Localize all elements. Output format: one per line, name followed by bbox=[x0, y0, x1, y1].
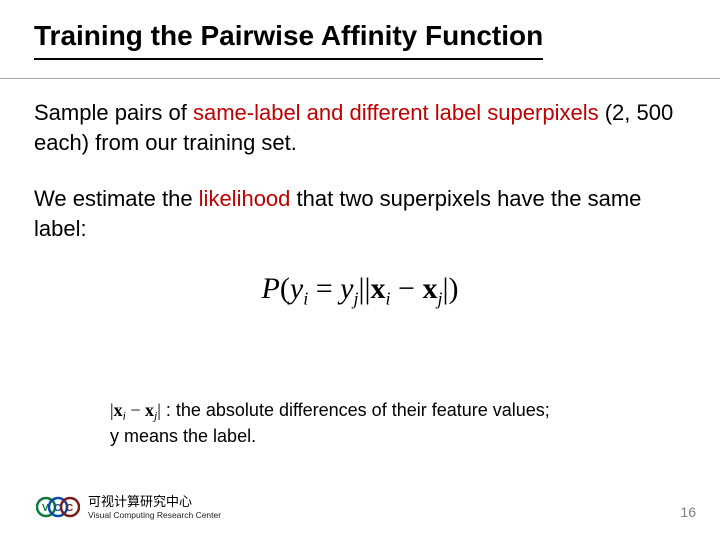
svg-text:C: C bbox=[66, 503, 73, 514]
note-math: |xi − xj| bbox=[110, 400, 161, 420]
slide-title: Training the Pairwise Affinity Function bbox=[34, 20, 543, 60]
para1-highlight: same-label and different label superpixe… bbox=[193, 100, 599, 125]
logo-en: Visual Computing Research Center bbox=[88, 510, 221, 521]
paragraph-2: We estimate the likelihood that two supe… bbox=[34, 184, 674, 243]
formula: P(yi = yj||xi − xj|) bbox=[0, 272, 720, 309]
divider bbox=[0, 78, 720, 79]
note-x1: x bbox=[114, 400, 123, 420]
formula-minus: − bbox=[391, 272, 423, 305]
formula-y1: y bbox=[290, 272, 303, 305]
footer-logo: V C C 可视计算研究中心 Visual Computing Research… bbox=[36, 492, 221, 522]
logo-text: 可视计算研究中心 Visual Computing Research Cente… bbox=[88, 494, 221, 521]
formula-eq: = bbox=[308, 272, 340, 305]
page-number: 16 bbox=[680, 504, 696, 520]
para2-highlight: likelihood bbox=[199, 186, 291, 211]
formula-x1: x bbox=[371, 272, 386, 305]
svg-text:C: C bbox=[54, 503, 61, 514]
slide: Training the Pairwise Affinity Function … bbox=[0, 0, 720, 540]
note-x2: x bbox=[145, 400, 154, 420]
note-text1: : the absolute differences of their feat… bbox=[161, 400, 550, 420]
note: |xi − xj| : the absolute differences of … bbox=[110, 398, 670, 449]
svg-text:V: V bbox=[42, 503, 49, 514]
formula-x2: x bbox=[422, 272, 437, 305]
paragraph-1: Sample pairs of same-label and different… bbox=[34, 98, 674, 157]
para1-pre: Sample pairs of bbox=[34, 100, 193, 125]
logo-cn: 可视计算研究中心 bbox=[88, 494, 221, 510]
formula-open: ( bbox=[280, 272, 290, 305]
formula-y2: y bbox=[340, 272, 353, 305]
note-text2: y means the label. bbox=[110, 426, 256, 446]
formula-P: P bbox=[262, 272, 280, 305]
note-minus: − bbox=[126, 400, 145, 420]
formula-close: ) bbox=[448, 272, 458, 305]
vcc-logo-icon: V C C bbox=[36, 492, 80, 522]
para2-pre: We estimate the bbox=[34, 186, 199, 211]
